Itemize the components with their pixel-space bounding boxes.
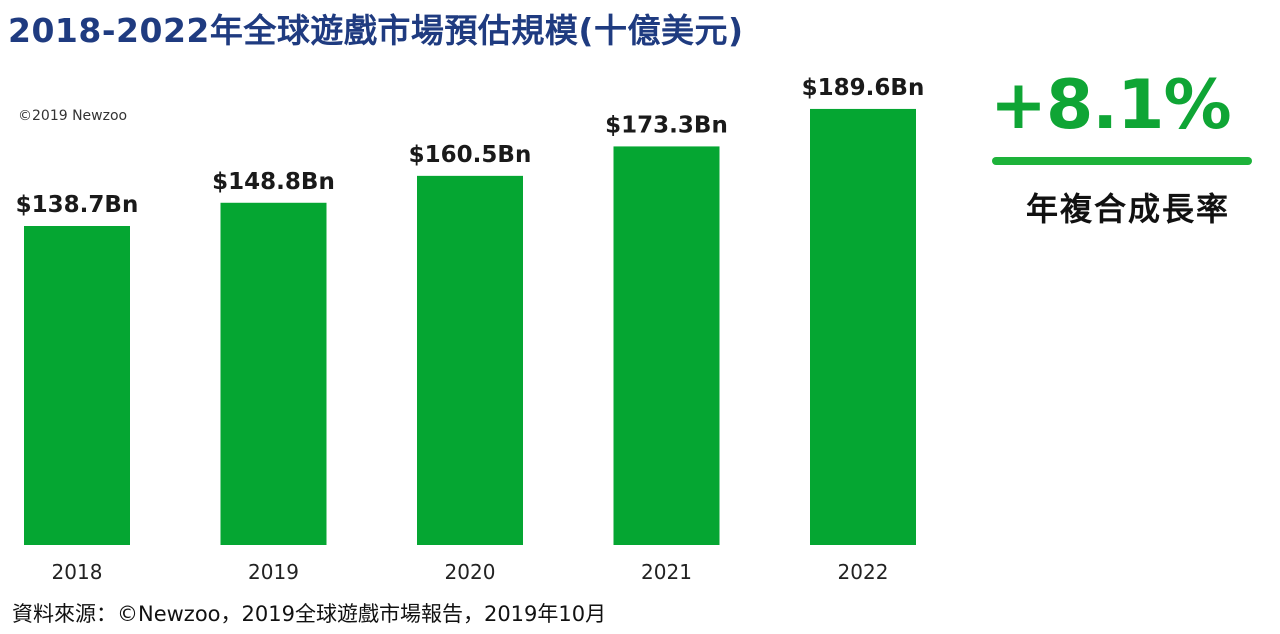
x-tick-2022: 2022	[838, 560, 889, 584]
cagr-value: +8.1%	[990, 66, 1232, 145]
x-tick-2018: 2018	[52, 560, 103, 584]
x-axis-ticks-group: 2018 2019 2020 2021 2022	[52, 560, 889, 584]
data-label-2021: $173.3Bn	[605, 112, 728, 138]
bar-2022	[810, 108, 916, 546]
data-label-2018: $138.7Bn	[16, 192, 139, 218]
data-label-2020: $160.5Bn	[409, 142, 532, 168]
data-label-2019: $148.8Bn	[212, 169, 335, 195]
x-tick-2021: 2021	[641, 560, 692, 584]
copyright-notice: ©2019 Newzoo	[18, 108, 128, 124]
cagr-label: 年複合成長率	[1026, 190, 1231, 228]
x-tick-2019: 2019	[248, 560, 299, 584]
bar-2019	[220, 202, 327, 545]
chart-title: 2018-2022年全球遊戲市場預估規模(十億美元)	[8, 11, 744, 50]
data-labels-group: $138.7Bn $148.8Bn $160.5Bn $173.3Bn $189.6Bn	[16, 75, 925, 218]
bar-2018	[24, 226, 130, 545]
x-tick-2020: 2020	[445, 560, 496, 584]
bar-2020	[417, 175, 523, 545]
bar-2021	[613, 146, 720, 546]
source-note: 資料來源：©Newzoo，2019全球遊戲市場報告，2019年10月	[12, 602, 607, 626]
data-label-2022: $189.6Bn	[802, 75, 925, 101]
bars-group	[24, 108, 916, 546]
cagr-underline	[992, 157, 1252, 165]
bar-chart: $138.7Bn $148.8Bn $160.5Bn $173.3Bn $189.6Bn…	[16, 75, 925, 584]
